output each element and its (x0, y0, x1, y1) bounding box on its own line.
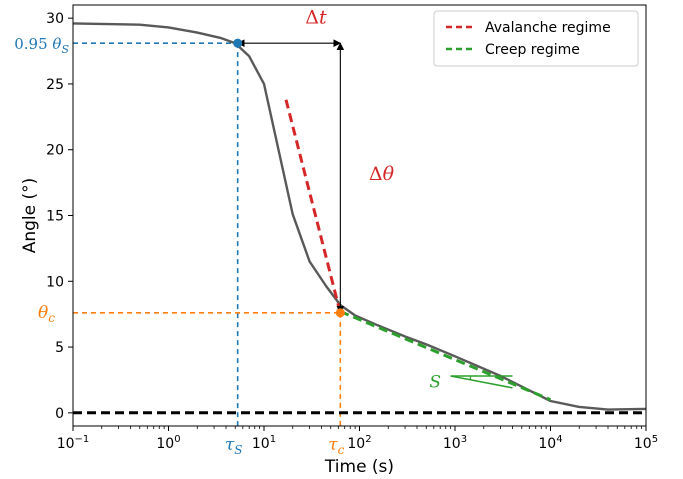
axes: 0 5 10 15 20 25 30 10−1 100 101 102 103 104 105 (46, 11, 658, 452)
marker-0 (233, 38, 243, 48)
y-tick-label: 10 (46, 274, 64, 290)
tau-s-label: τS (225, 435, 243, 457)
axes-frame (72, 4, 647, 427)
slope-s-label: S (429, 372, 441, 392)
y-tick-label: 0 (55, 406, 64, 422)
y-tick-label: 30 (46, 11, 64, 27)
slope-hypotenuse (450, 375, 513, 389)
plot-area (72, 22, 647, 426)
delta-theta-label: Δθ (369, 163, 395, 185)
tau-c-label: τc (328, 435, 344, 457)
y-tick-label: 25 (46, 77, 64, 93)
y-tick-label: 20 (46, 143, 64, 159)
creep-regime-line (339, 310, 552, 402)
legend-label-avalanche: Avalanche regime (485, 20, 611, 36)
x-tick-label: 105 (634, 434, 658, 452)
legend-label-creep: Creep regime (485, 42, 580, 58)
x-axis-label: Time (s) (324, 457, 394, 477)
marker-1 (335, 308, 345, 318)
x-tick-label: 102 (347, 434, 371, 452)
legend-box (433, 10, 639, 67)
x-tick-label: 101 (252, 434, 276, 452)
theta-c-label: θc (38, 303, 55, 325)
x-tick-label: 104 (538, 434, 562, 452)
x-tick-label: 100 (156, 434, 180, 452)
x-tick-label: 10−1 (57, 434, 90, 452)
legend: Avalanche regime Creep regime (433, 10, 639, 67)
theta-s-label: 0.95 θS (14, 35, 69, 56)
avalanche-regime-line (284, 99, 342, 314)
delta-t-label: Δt (305, 6, 327, 28)
angle-curve (72, 22, 647, 411)
y-tick-label: 5 (55, 340, 64, 356)
annotations: Δt Δθ S 0.95 θS θc τS τc (14, 6, 441, 457)
y-axis-label: Angle (°) (20, 178, 40, 254)
y-tick-label: 15 (46, 209, 64, 225)
x-tick-label: 103 (443, 434, 467, 452)
